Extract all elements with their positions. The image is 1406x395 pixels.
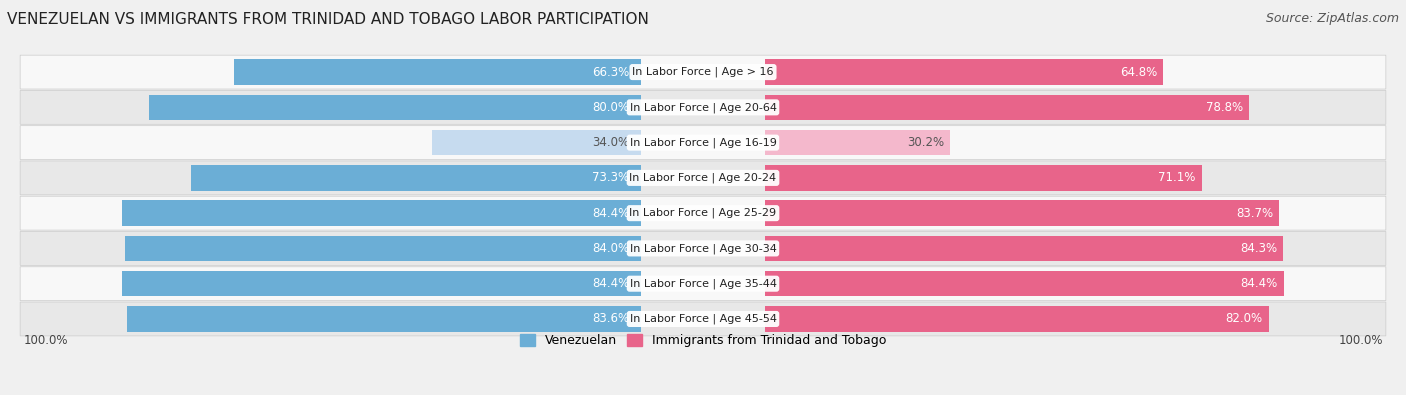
FancyBboxPatch shape [20, 55, 1386, 89]
Bar [765, 306, 1268, 332]
Bar [127, 306, 641, 332]
Text: In Labor Force | Age 30-34: In Labor Force | Age 30-34 [630, 243, 776, 254]
Text: 78.8%: 78.8% [1206, 101, 1243, 114]
Bar [765, 130, 950, 155]
Bar [125, 236, 641, 261]
Text: 84.3%: 84.3% [1240, 242, 1277, 255]
Bar [149, 95, 641, 120]
Text: 100.0%: 100.0% [1339, 334, 1382, 347]
Text: 80.0%: 80.0% [592, 101, 630, 114]
Bar [765, 59, 1163, 85]
Text: VENEZUELAN VS IMMIGRANTS FROM TRINIDAD AND TOBAGO LABOR PARTICIPATION: VENEZUELAN VS IMMIGRANTS FROM TRINIDAD A… [7, 12, 650, 27]
Bar [765, 165, 1202, 191]
Text: 84.4%: 84.4% [1240, 277, 1278, 290]
FancyBboxPatch shape [20, 161, 1386, 195]
FancyBboxPatch shape [20, 231, 1386, 265]
Text: 100.0%: 100.0% [24, 334, 67, 347]
Bar [765, 271, 1284, 296]
FancyBboxPatch shape [20, 90, 1386, 124]
Bar [191, 165, 641, 191]
Text: 84.4%: 84.4% [592, 277, 630, 290]
Text: In Labor Force | Age 20-24: In Labor Force | Age 20-24 [630, 173, 776, 183]
Bar [765, 236, 1284, 261]
Text: In Labor Force | Age 25-29: In Labor Force | Age 25-29 [630, 208, 776, 218]
Text: 73.3%: 73.3% [592, 171, 630, 184]
FancyBboxPatch shape [20, 267, 1386, 301]
Bar [122, 271, 641, 296]
Text: In Labor Force | Age 16-19: In Labor Force | Age 16-19 [630, 137, 776, 148]
Bar [765, 95, 1250, 120]
FancyBboxPatch shape [20, 196, 1386, 230]
Bar [765, 201, 1279, 226]
Text: 84.0%: 84.0% [592, 242, 630, 255]
Text: 34.0%: 34.0% [592, 136, 630, 149]
Text: In Labor Force | Age 20-64: In Labor Force | Age 20-64 [630, 102, 776, 113]
Text: In Labor Force | Age > 16: In Labor Force | Age > 16 [633, 67, 773, 77]
Text: 82.0%: 82.0% [1226, 312, 1263, 325]
Text: In Labor Force | Age 45-54: In Labor Force | Age 45-54 [630, 314, 776, 324]
Text: 84.4%: 84.4% [592, 207, 630, 220]
Text: In Labor Force | Age 35-44: In Labor Force | Age 35-44 [630, 278, 776, 289]
Text: Source: ZipAtlas.com: Source: ZipAtlas.com [1265, 12, 1399, 25]
Bar [432, 130, 641, 155]
FancyBboxPatch shape [20, 126, 1386, 160]
Text: 64.8%: 64.8% [1119, 66, 1157, 79]
Bar [122, 201, 641, 226]
FancyBboxPatch shape [20, 302, 1386, 336]
Text: 30.2%: 30.2% [907, 136, 945, 149]
Legend: Venezuelan, Immigrants from Trinidad and Tobago: Venezuelan, Immigrants from Trinidad and… [515, 329, 891, 352]
Bar [233, 59, 641, 85]
Text: 71.1%: 71.1% [1159, 171, 1195, 184]
Text: 83.7%: 83.7% [1236, 207, 1274, 220]
Text: 83.6%: 83.6% [592, 312, 630, 325]
Text: 66.3%: 66.3% [592, 66, 630, 79]
